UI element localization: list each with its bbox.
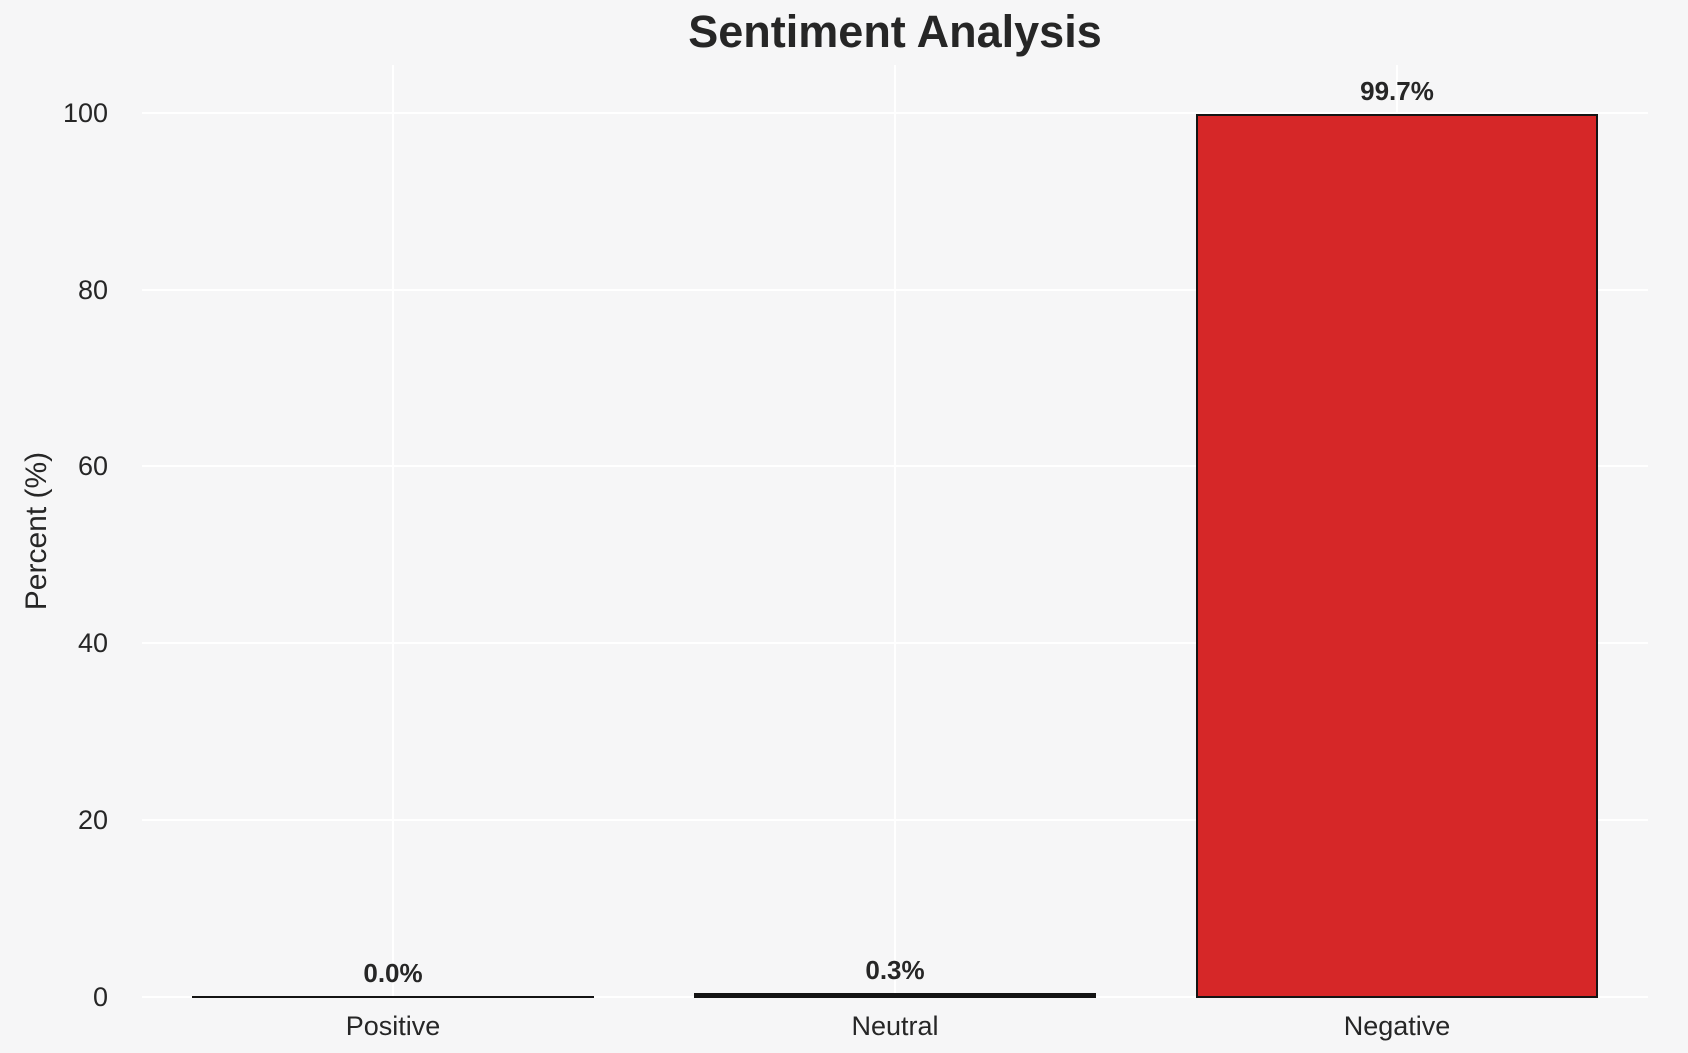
- x-tick-label: Negative: [1343, 1011, 1451, 1041]
- y-tick-label: 60: [77, 451, 108, 482]
- chart-title: Sentiment Analysis: [688, 6, 1102, 57]
- gridline-vertical: [894, 65, 896, 997]
- y-axis-label: Percent (%): [20, 451, 53, 611]
- x-tick-label: Positive: [345, 1011, 441, 1041]
- plot-area: 0.0% 0.3% 99.7%: [142, 65, 1648, 999]
- bar-neutral: [694, 993, 1096, 999]
- bar-value-label: 0.3%: [865, 955, 925, 986]
- y-tick-label: 80: [77, 274, 108, 305]
- y-tick-label: 0: [92, 982, 108, 1012]
- x-tick-label: Neutral: [851, 1011, 939, 1041]
- bar-value-label: 0.0%: [363, 957, 423, 988]
- bar-value-label: 99.7%: [1360, 76, 1434, 107]
- y-tick-label: 20: [77, 805, 108, 836]
- bar-negative: [1196, 114, 1598, 999]
- bar-positive: [192, 995, 594, 999]
- gridline-vertical: [392, 65, 394, 997]
- y-tick-label: 100: [62, 97, 108, 128]
- y-tick-label: 40: [77, 628, 108, 659]
